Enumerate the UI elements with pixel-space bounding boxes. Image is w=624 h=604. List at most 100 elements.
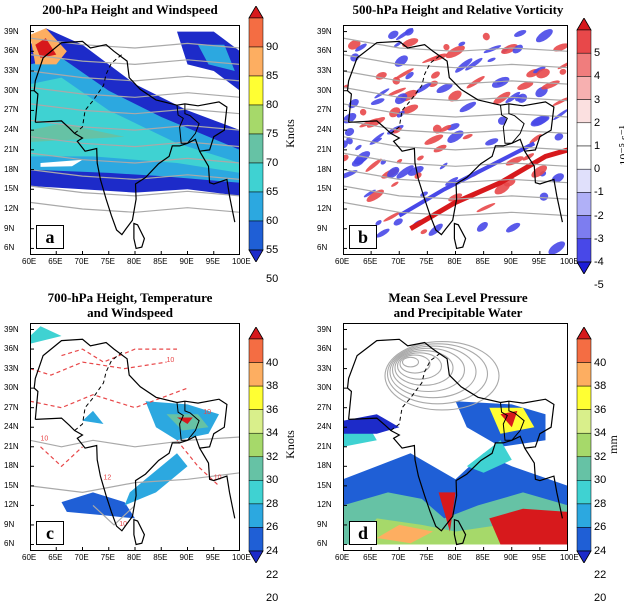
colorbar-unit-b: 10⁻⁵ s⁻¹ [616,125,624,166]
lat-tick-label: 12N [317,204,332,213]
colorbar-tick-label: 4 [594,70,601,83]
colorbar-tick-label: -2 [594,209,604,222]
lat-tick-label: 18N [317,461,332,471]
lon-tick-label: 85E [153,257,168,266]
colorbar-tick-label: 26 [594,521,607,534]
colorbar-b [576,18,592,274]
colorbar-tick-label: 22 [266,568,279,581]
lon-tick-label: 85E [475,257,490,266]
lon-tick-label: 85E [475,553,490,562]
lat-tick-label: 36N [317,344,332,354]
colorbar-tick-label: 85 [266,70,279,82]
colorbar-tick-label: 32 [594,450,607,463]
contour-label: 10 [119,521,127,528]
colorbar-tick-label: 80 [266,99,279,111]
colorbar-tick-label: 22 [594,568,607,581]
lon-tick-label: 75E [419,257,434,266]
lon-tick-label: 90E [503,257,518,266]
lat-tick-label: 21N [317,441,332,451]
colorbar-tick-label: 28 [266,497,279,510]
colorbar-tick-label: 3 [594,93,601,106]
colorbar-tick-label: 5 [594,47,601,60]
lon-tick-label: 90E [179,553,194,562]
lat-tick-label: 27N [4,402,19,412]
colorbar-tick-label: 50 [266,273,279,285]
colorbar-tick-label: 34 [594,427,607,440]
lat-tick-label: 39N [317,26,332,36]
lon-tick-label: 80E [127,553,142,562]
lon-tick-label: 70E [74,553,89,562]
lat-tick-label: 39N [317,324,332,334]
lon-tick-label: 60E [335,553,350,562]
colorbar-unit-c: Knots [282,430,297,459]
lat-tick-label: 36N [317,46,332,56]
lon-tick-label: 65E [48,257,63,266]
colorbar-unit-a: Knots [282,119,297,148]
lon-tick-label: 95E [531,553,547,562]
colorbar-tick-label: 75 [266,128,279,140]
colorbar-tick-label: 20 [594,592,607,604]
lat-tick-label: 9N [4,223,15,233]
lat-tick-label: 27N [317,402,332,412]
lon-tick-label: 75E [100,553,115,562]
contour-label: 12 [104,474,112,481]
lat-tick-label: 33N [4,66,19,75]
lat-tick-label: 24N [4,422,19,432]
lat-tick-label: 36N [4,344,19,354]
colorbar-a [248,6,264,262]
map-panel-b [343,25,568,255]
lat-tick-label: 33N [317,66,332,75]
lon-tick-label: 100E [232,257,251,266]
lon-tick-label: 85E [153,553,168,562]
lat-tick-label: 33N [4,363,19,373]
contour-label: 10 [214,474,222,481]
lat-tick-label: 21N [4,144,19,154]
contour-label: 10 [203,409,211,416]
lat-tick-label: 27N [317,105,332,115]
lat-tick-label: 15N [4,480,19,490]
panel-label-b: b [349,225,377,249]
colorbar-tick-label: 24 [594,545,607,557]
lat-tick-label: 24N [4,125,19,135]
lon-tick-label: 70E [391,257,406,266]
lat-tick-label: 33N [317,363,332,373]
colorbar-tick-label: 70 [266,157,279,169]
lat-tick-label: 30N [4,383,19,393]
lat-tick-label: 15N [317,480,332,490]
lat-tick-label: 6N [317,539,328,549]
lon-tick-label: 75E [419,553,434,562]
lon-tick-label: 70E [74,257,89,266]
lon-tick-label: 60E [335,257,350,266]
lon-tick-label: 70E [391,553,406,562]
lat-tick-label: 6N [317,243,328,253]
map-panel-a [30,25,240,255]
lon-tick-label: 65E [48,553,63,562]
lat-tick-label: 18N [317,164,332,174]
lat-tick-label: 24N [317,422,332,432]
lat-tick-label: 12N [317,500,332,510]
colorbar-tick-label: 90 [266,41,279,53]
colorbar-tick-label: 36 [594,403,607,416]
lat-tick-label: 30N [317,383,332,393]
lat-tick-label: 12N [4,204,19,213]
lon-tick-label: 65E [363,553,378,562]
lat-tick-label: 18N [4,164,19,174]
lon-tick-label: 60E [22,553,37,562]
contour-label: 10 [167,357,175,364]
panel-title-a: 200-hPa Height and Windspeed [42,2,218,17]
colorbar-tick-label: 24 [266,545,279,557]
panel-title-d: Mean Sea Level Pressure and Precipitable … [388,290,528,320]
colorbar-tick-label: 40 [594,356,607,369]
lon-tick-label: 80E [447,553,462,562]
lat-tick-label: 6N [4,243,15,253]
colorbar-tick-label: 0 [594,163,601,176]
colorbar-tick-label: -1 [594,186,604,199]
lon-tick-label: 65E [363,257,378,266]
lon-tick-label: 75E [100,257,115,266]
colorbar-tick-label: 38 [594,380,607,393]
panel-label-d: d [349,521,377,545]
lat-tick-label: 24N [317,125,332,135]
contour-label: 10 [41,435,49,442]
lat-tick-label: 12N [4,500,19,510]
panel-label-c: c [36,521,64,545]
